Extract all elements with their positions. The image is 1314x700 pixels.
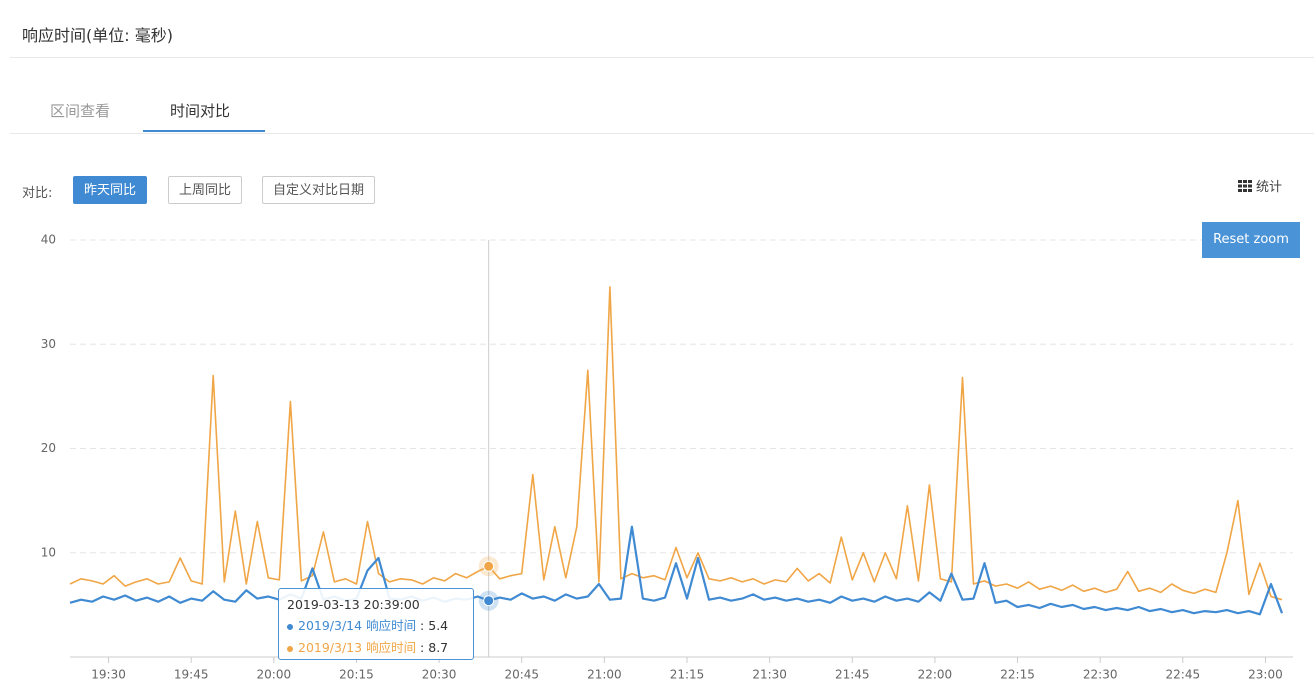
divider [10, 57, 1314, 58]
x-tick-label: 21:15 [670, 668, 705, 682]
tooltip: 2019-03-13 20:39:00 2019/3/14 响应时间5.4201… [278, 588, 474, 660]
stats-button[interactable]: 统计 [1238, 176, 1282, 195]
compare-button[interactable]: 昨天同比 [73, 176, 148, 204]
compare-button[interactable]: 自定义对比日期 [262, 176, 376, 204]
x-tick-label: 20:30 [422, 668, 457, 682]
grid-icon [1238, 179, 1252, 192]
x-tick-label: 22:00 [918, 668, 953, 682]
y-tick-label: 30 [41, 337, 56, 351]
compare-label: 对比: [22, 186, 53, 201]
series-line [69, 286, 1283, 601]
x-tick-label: 21:00 [587, 668, 622, 682]
y-tick-label: 40 [41, 233, 56, 247]
x-tick-label: 20:45 [504, 668, 539, 682]
tooltip-value: 5.4 [416, 618, 448, 633]
tab[interactable]: 区间查看 [50, 102, 111, 120]
tooltip-title: 2019-03-13 20:39:00 [287, 597, 420, 612]
hover-point [483, 560, 495, 572]
x-tick-label: 19:30 [91, 668, 126, 682]
reset-zoom-button[interactable]: Reset zoom [1202, 222, 1300, 258]
tooltip-marker [287, 645, 293, 652]
tab-active[interactable]: 时间对比 [170, 102, 231, 120]
x-tick-label: 19:45 [174, 668, 209, 682]
tooltip-series-name: 2019/3/14 响应时间 [298, 618, 417, 633]
panel-title: 响应时间(单位: 毫秒) [22, 26, 173, 45]
y-tick-label: 20 [41, 441, 56, 455]
y-tick-label: 10 [41, 545, 56, 559]
tab-indicator [143, 130, 265, 132]
x-tick-label: 23:00 [1248, 668, 1283, 682]
x-tick-label: 22:15 [1000, 668, 1035, 682]
x-tick-label: 21:45 [835, 668, 870, 682]
tooltip-row: 2019/3/13 响应时间8.7 [287, 637, 465, 656]
tooltip-series-name: 2019/3/13 响应时间 [298, 640, 417, 655]
x-tick-label: 20:15 [339, 668, 374, 682]
hover-point [483, 595, 495, 607]
compare-button[interactable]: 上周同比 [168, 176, 243, 204]
x-tick-label: 22:45 [1166, 668, 1201, 682]
tooltip-marker [287, 623, 293, 630]
x-tick-label: 20:00 [257, 668, 292, 682]
tooltip-row: 2019/3/14 响应时间5.4 [287, 615, 465, 634]
x-tick-label: 22:30 [1083, 668, 1118, 682]
chart: 10 20 30 40 19:30 19:45 20:00 20:15 20:30 20:45 21… [41, 233, 1293, 682]
x-tick-label: 21:30 [752, 668, 787, 682]
stats-label: 统计 [1256, 180, 1283, 195]
tooltip-value: 8.7 [416, 640, 448, 655]
divider [10, 133, 1314, 134]
series-line [69, 525, 1284, 616]
